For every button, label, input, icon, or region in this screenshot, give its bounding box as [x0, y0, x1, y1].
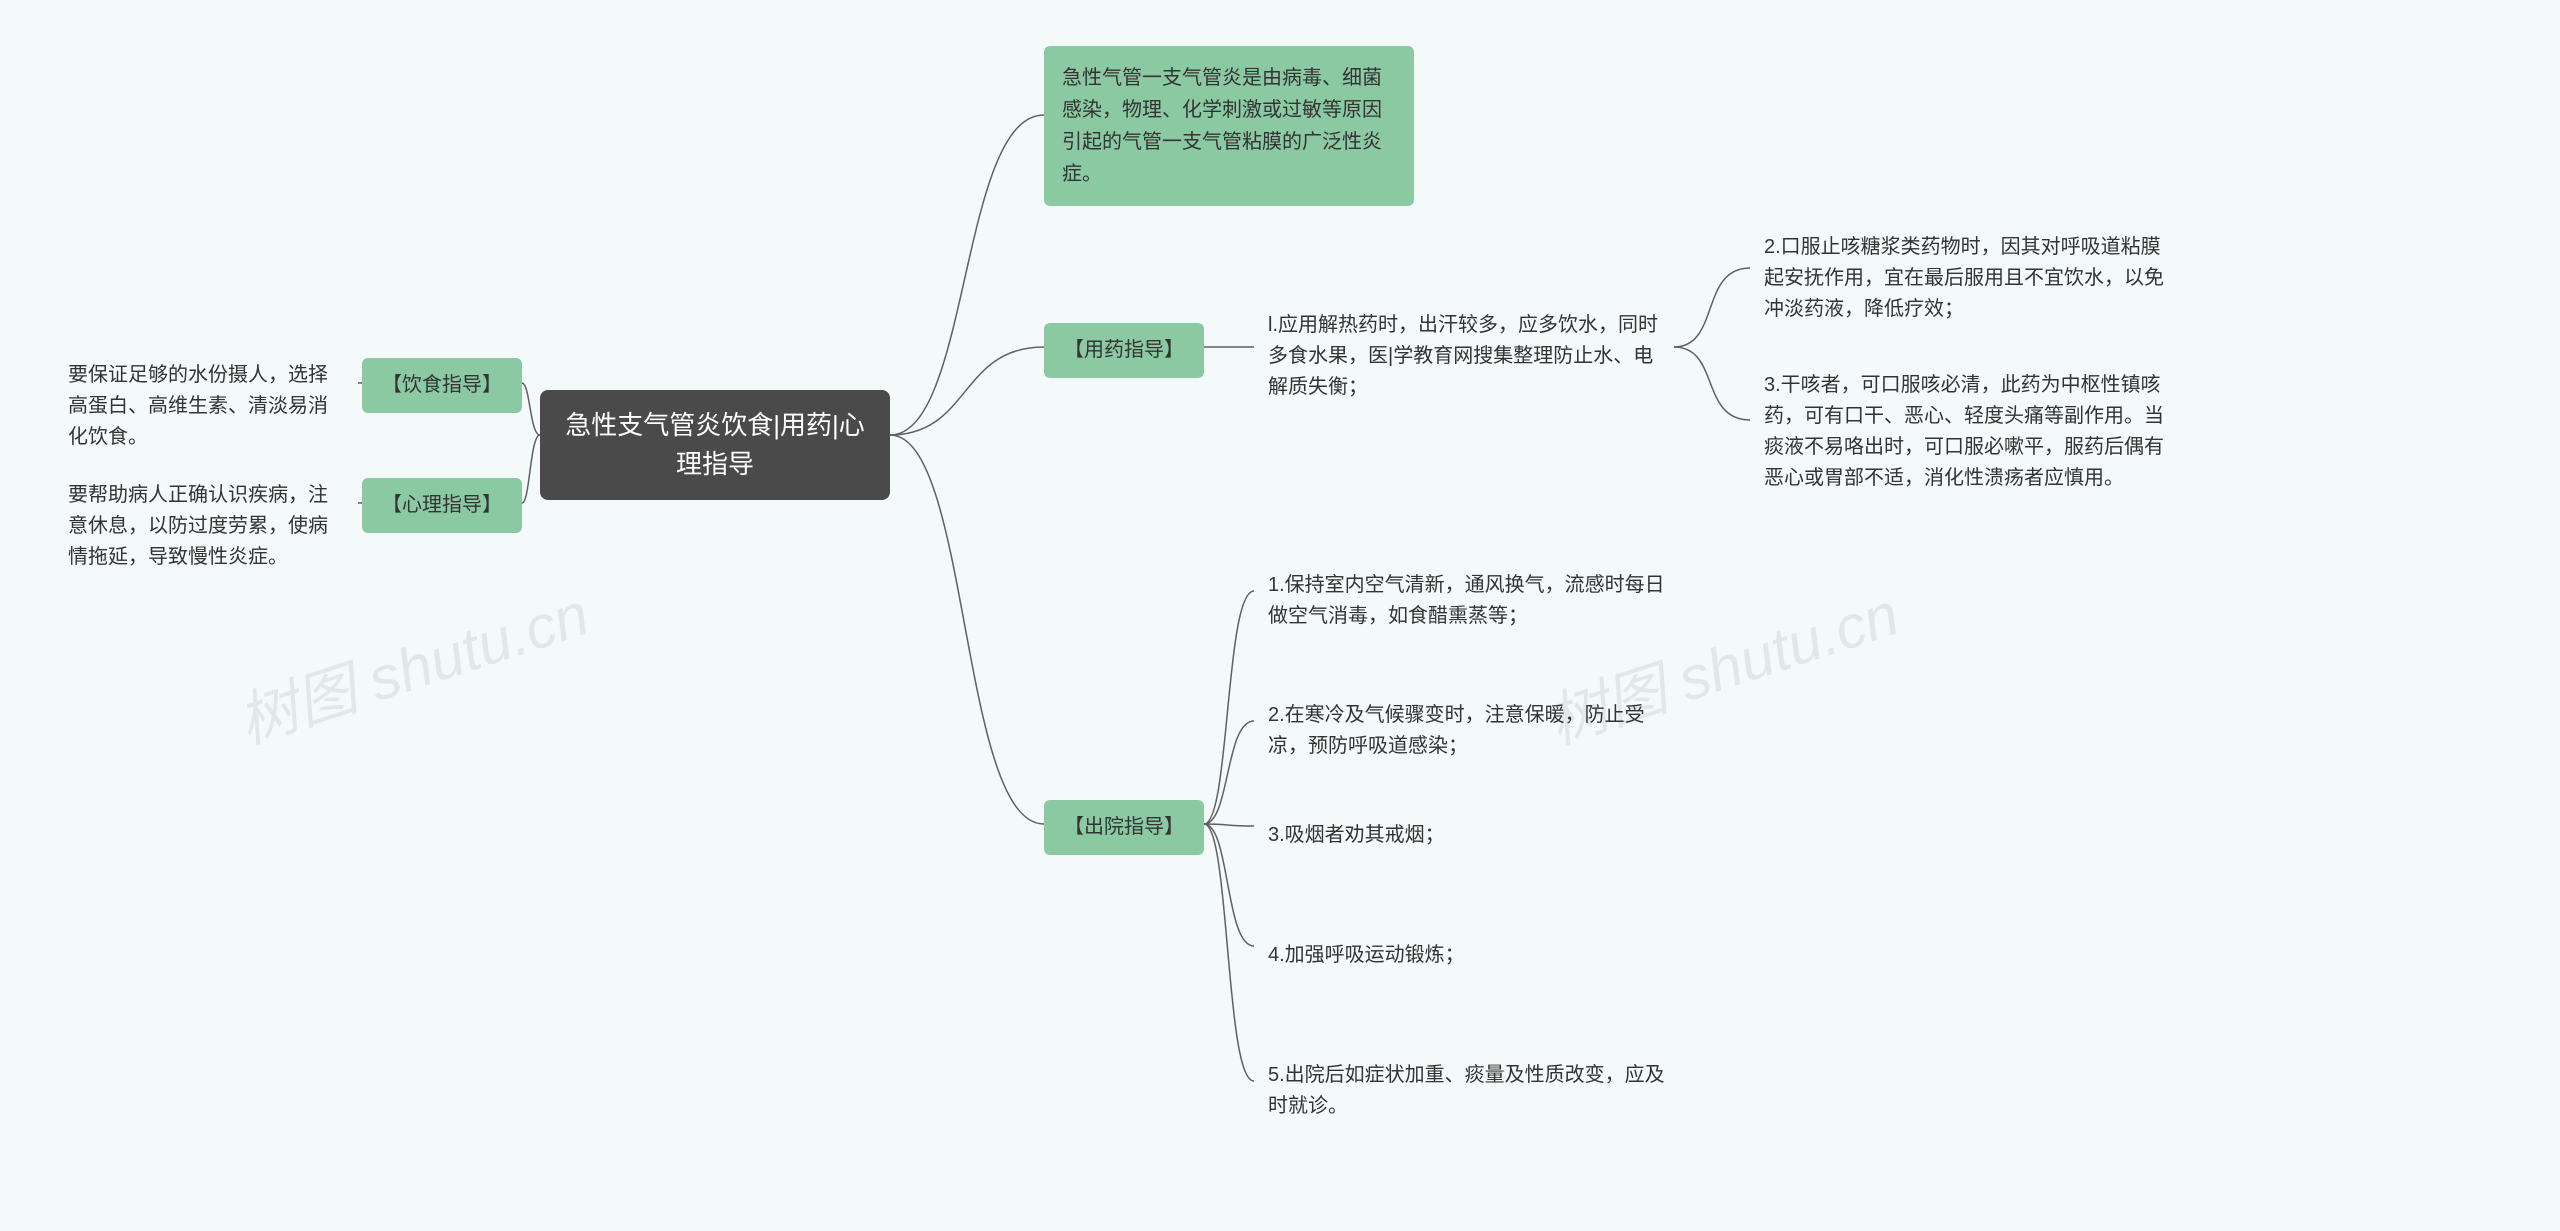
leaf-discharge-3: 3.吸烟者劝其戒烟；: [1254, 810, 1684, 861]
root-line1: 急性支气管炎饮食|用药|心: [565, 410, 865, 440]
leaf-discharge-5: 5.出院后如症状加重、痰量及性质改变，应及时就诊。: [1254, 1050, 1684, 1132]
watermark: 树图 shutu.cn: [225, 566, 598, 761]
branch-med[interactable]: 【用药指导】: [1044, 323, 1204, 378]
leaf-discharge-1: 1.保持室内空气清新，通风换气，流感时每日做空气消毒，如食醋熏蒸等；: [1254, 560, 1684, 642]
branch-psych[interactable]: 【心理指导】: [362, 478, 522, 533]
leaf-psych: 要帮助病人正确认识疾病，注意休息，以防过度劳累，使病情拖延，导致慢性炎症。: [54, 470, 358, 583]
leaf-med-1: l.应用解热药时，出汗较多，应多饮水，同时多食水果，医|学教育网搜集整理防止水、…: [1254, 300, 1674, 413]
leaf-med-sub-2: 3.干咳者，可口服咳必清，此药为中枢性镇咳药，可有口干、恶心、轻度头痛等副作用。…: [1750, 360, 2180, 504]
leaf-diet: 要保证足够的水份摄人，选择高蛋白、高维生素、清淡易消化饮食。: [54, 350, 358, 463]
branch-discharge[interactable]: 【出院指导】: [1044, 800, 1204, 855]
root-node[interactable]: 急性支气管炎饮食|用药|心 理指导: [540, 390, 890, 500]
leaf-discharge-4: 4.加强呼吸运动锻炼；: [1254, 930, 1684, 981]
branch-diet[interactable]: 【饮食指导】: [362, 358, 522, 413]
root-line2: 理指导: [676, 449, 754, 479]
leaf-discharge-2: 2.在寒冷及气候骤变时，注意保暖，防止受凉，预防呼吸道感染；: [1254, 690, 1684, 772]
leaf-med-sub-1: 2.口服止咳糖浆类药物时，因其对呼吸道粘膜起安抚作用，宜在最后服用且不宜饮水，以…: [1750, 222, 2180, 335]
intro-node[interactable]: 急性气管一支气管炎是由病毒、细菌感染，物理、化学刺激或过敏等原因引起的气管一支气…: [1044, 46, 1414, 206]
